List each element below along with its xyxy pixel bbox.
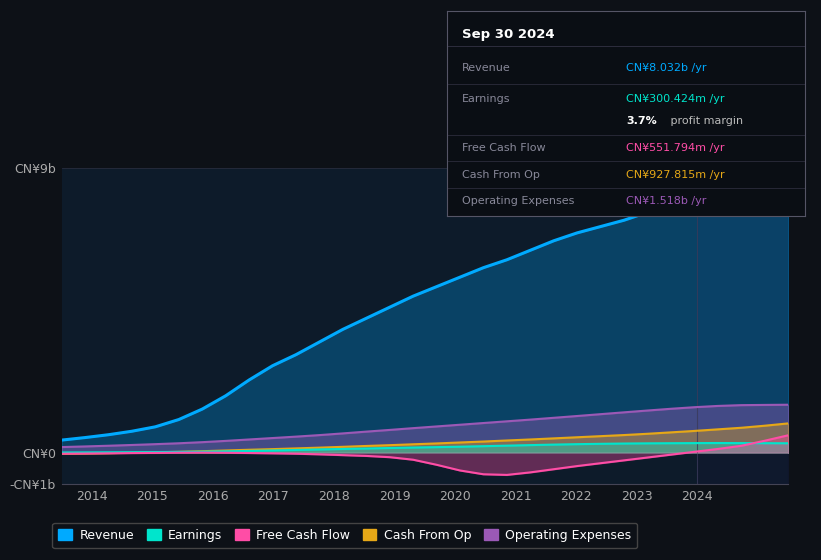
Text: CN¥551.794m /yr: CN¥551.794m /yr xyxy=(626,143,724,153)
Text: CN¥927.815m /yr: CN¥927.815m /yr xyxy=(626,170,725,180)
Text: CN¥300.424m /yr: CN¥300.424m /yr xyxy=(626,94,724,104)
Text: 3.7%: 3.7% xyxy=(626,115,657,125)
Text: Operating Expenses: Operating Expenses xyxy=(461,197,574,206)
Text: CN¥1.518b /yr: CN¥1.518b /yr xyxy=(626,197,706,206)
Text: Free Cash Flow: Free Cash Flow xyxy=(461,143,545,153)
Text: Earnings: Earnings xyxy=(461,94,510,104)
Text: Revenue: Revenue xyxy=(461,63,511,73)
Text: profit margin: profit margin xyxy=(667,115,743,125)
Legend: Revenue, Earnings, Free Cash Flow, Cash From Op, Operating Expenses: Revenue, Earnings, Free Cash Flow, Cash … xyxy=(53,522,637,548)
Text: Cash From Op: Cash From Op xyxy=(461,170,539,180)
Text: Sep 30 2024: Sep 30 2024 xyxy=(461,27,554,40)
Text: CN¥8.032b /yr: CN¥8.032b /yr xyxy=(626,63,707,73)
